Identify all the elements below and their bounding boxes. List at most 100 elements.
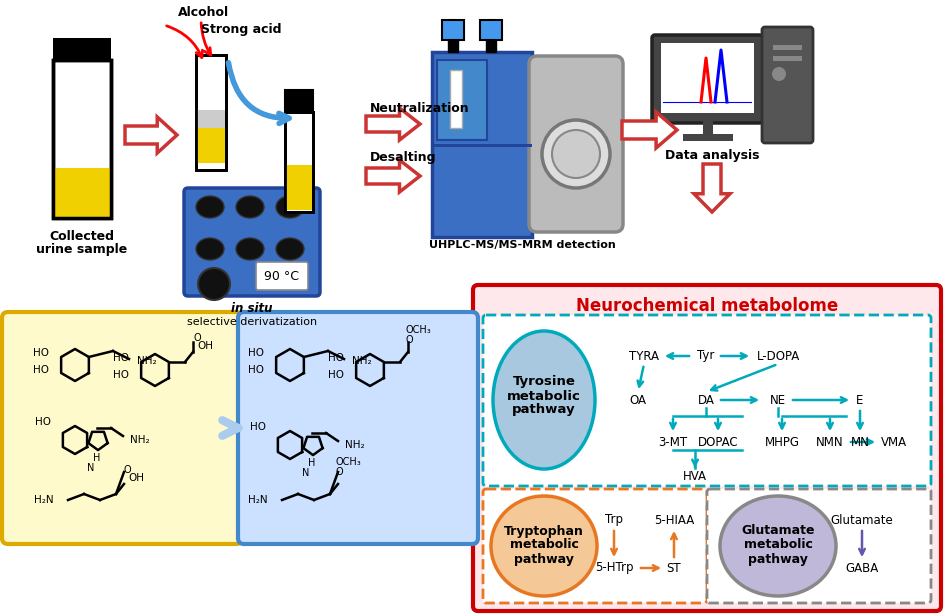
Bar	[773, 45, 802, 50]
Text: DOPAC: DOPAC	[698, 436, 739, 448]
Bar	[683, 134, 733, 141]
Bar	[197, 128, 225, 163]
Text: HO: HO	[113, 370, 129, 380]
Text: 90 °C: 90 °C	[264, 270, 299, 283]
Bar	[773, 56, 802, 61]
FancyBboxPatch shape	[762, 27, 813, 143]
FancyBboxPatch shape	[473, 285, 941, 611]
Circle shape	[552, 130, 600, 178]
Text: urine sample: urine sample	[36, 243, 128, 256]
Text: HO: HO	[248, 348, 264, 358]
Text: H₂N: H₂N	[248, 495, 268, 505]
Text: E: E	[856, 394, 864, 407]
Text: HO: HO	[328, 370, 344, 380]
Bar	[437, 60, 487, 140]
Text: N: N	[87, 463, 95, 473]
FancyBboxPatch shape	[529, 56, 623, 232]
Text: Collected: Collected	[49, 230, 115, 243]
Text: pathway: pathway	[512, 403, 576, 416]
Text: NH₂: NH₂	[137, 356, 156, 366]
Text: metabolic: metabolic	[743, 538, 813, 551]
Polygon shape	[622, 112, 677, 148]
Bar	[432, 52, 532, 237]
Bar	[53, 60, 111, 218]
Text: 3-MT: 3-MT	[658, 436, 688, 448]
Text: Tyrosine: Tyrosine	[512, 376, 576, 389]
Polygon shape	[366, 160, 420, 192]
Text: OH: OH	[128, 473, 144, 483]
Ellipse shape	[493, 331, 595, 469]
Text: Glutamate: Glutamate	[831, 514, 893, 527]
Text: DA: DA	[698, 394, 714, 407]
Text: H₂N: H₂N	[34, 495, 54, 505]
Bar	[196, 55, 226, 170]
FancyBboxPatch shape	[238, 312, 478, 544]
Text: OH: OH	[197, 341, 213, 351]
Text: OA: OA	[630, 394, 647, 407]
Text: pathway: pathway	[748, 553, 808, 565]
Bar	[450, 70, 462, 128]
Ellipse shape	[491, 496, 597, 596]
Text: O: O	[406, 335, 414, 345]
Bar	[286, 165, 312, 210]
Text: VMA: VMA	[881, 436, 907, 448]
Text: HO: HO	[248, 365, 264, 375]
Text: HO: HO	[113, 353, 129, 363]
Ellipse shape	[236, 238, 264, 260]
Text: OCH₃: OCH₃	[336, 457, 362, 467]
FancyBboxPatch shape	[2, 312, 242, 544]
Text: NH₂: NH₂	[345, 440, 365, 450]
Text: Alcohol: Alcohol	[178, 7, 229, 20]
Text: metabolic: metabolic	[507, 389, 581, 402]
Polygon shape	[694, 164, 730, 212]
Ellipse shape	[236, 196, 264, 218]
Text: TYRA: TYRA	[629, 349, 659, 362]
Text: MN: MN	[850, 436, 869, 448]
Bar	[486, 40, 496, 52]
Text: H: H	[309, 458, 315, 468]
FancyBboxPatch shape	[256, 262, 308, 290]
Circle shape	[542, 120, 610, 188]
Ellipse shape	[276, 196, 304, 218]
Ellipse shape	[720, 496, 836, 596]
Text: H: H	[94, 453, 100, 463]
FancyBboxPatch shape	[652, 35, 763, 123]
Ellipse shape	[196, 196, 224, 218]
Text: L-DOPA: L-DOPA	[757, 349, 799, 362]
Bar	[442, 20, 464, 40]
Text: HO: HO	[328, 353, 344, 363]
Text: HVA: HVA	[683, 469, 707, 482]
Polygon shape	[125, 117, 177, 153]
Bar	[285, 90, 313, 112]
Text: HO: HO	[33, 365, 49, 375]
Text: metabolic: metabolic	[509, 538, 579, 551]
Bar	[480, 20, 502, 40]
Polygon shape	[366, 108, 420, 140]
Text: 5-HIAA: 5-HIAA	[653, 514, 694, 527]
Text: OCH₃: OCH₃	[406, 325, 432, 335]
Bar	[703, 120, 713, 136]
Bar	[285, 112, 313, 212]
Text: Glutamate: Glutamate	[742, 524, 814, 538]
Text: O: O	[193, 333, 201, 343]
Text: Trp: Trp	[605, 514, 623, 527]
Text: ST: ST	[667, 562, 681, 575]
Text: HO: HO	[35, 417, 51, 427]
Text: NMN: NMN	[816, 436, 844, 448]
Text: Neutralization: Neutralization	[370, 102, 470, 115]
Text: NH₂: NH₂	[130, 435, 150, 445]
Text: HO: HO	[33, 348, 49, 358]
Bar	[285, 112, 313, 212]
Text: pathway: pathway	[514, 553, 574, 565]
Text: N: N	[302, 468, 310, 478]
Text: Tryptophan: Tryptophan	[504, 524, 584, 538]
Text: UHPLC-MS/MS-MRM detection: UHPLC-MS/MS-MRM detection	[429, 240, 616, 250]
Bar	[432, 144, 532, 147]
Text: MHPG: MHPG	[764, 436, 799, 448]
Text: O: O	[124, 465, 132, 475]
Bar	[448, 40, 458, 52]
FancyBboxPatch shape	[483, 489, 707, 603]
Text: Data analysis: Data analysis	[665, 150, 759, 163]
FancyBboxPatch shape	[483, 315, 931, 486]
Circle shape	[772, 67, 786, 81]
